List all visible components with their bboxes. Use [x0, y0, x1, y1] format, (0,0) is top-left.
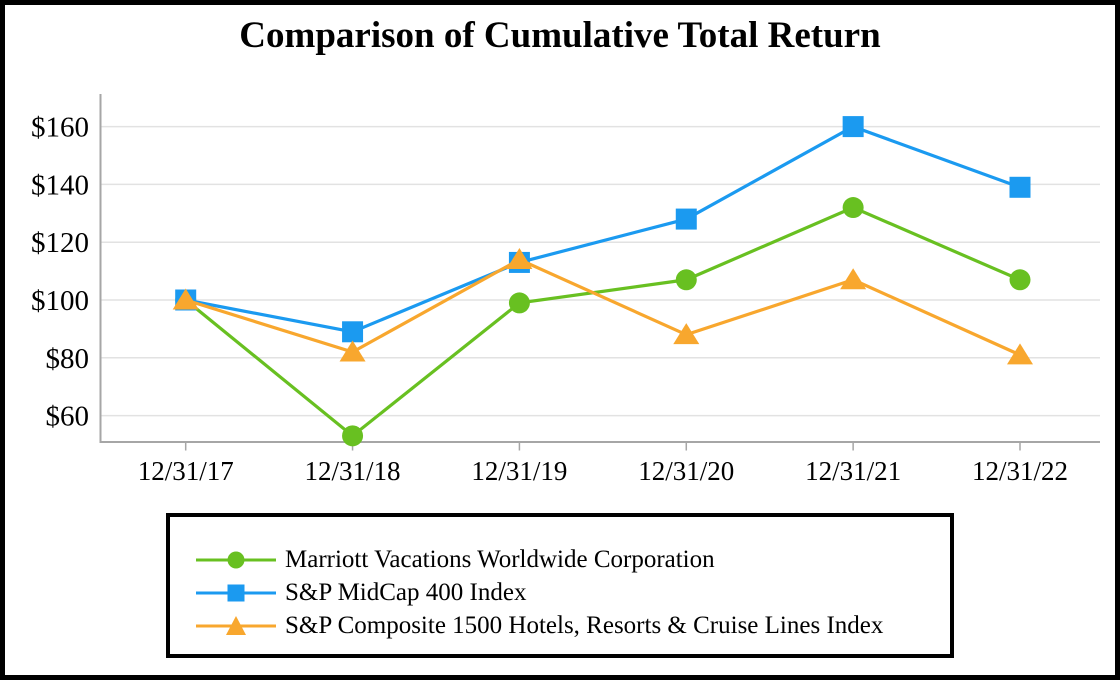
chart-title: Comparison of Cumulative Total Return — [239, 15, 881, 56]
y-tick-label: $60 — [46, 401, 90, 433]
x-tick-label: 12/31/22 — [972, 456, 1068, 486]
data-point-marker — [506, 248, 533, 270]
x-tick-label: 12/31/20 — [638, 456, 734, 486]
series-line — [185, 257, 1021, 357]
data-point-marker — [1009, 269, 1031, 291]
data-point-marker — [675, 269, 697, 291]
chart-legend: Marriott Vacations Worldwide Corporation… — [166, 513, 954, 658]
legend-label: S&P Composite 1500 Hotels, Resorts & Cru… — [285, 611, 884, 639]
x-tick-label: 12/31/19 — [471, 456, 567, 486]
y-tick-label: $140 — [31, 169, 89, 201]
x-tick-label: 12/31/17 — [138, 456, 234, 486]
data-point-marker — [342, 425, 364, 447]
legend-marker-triangle-icon — [196, 615, 276, 635]
y-tick-label: $160 — [31, 112, 89, 144]
data-point-marker — [1009, 176, 1031, 198]
data-point-marker — [840, 268, 867, 290]
legend-label: S&P MidCap 400 Index — [285, 578, 527, 606]
x-tick-label: 12/31/21 — [805, 456, 901, 486]
legend-item: S&P MidCap 400 Index — [196, 576, 950, 609]
data-point-marker — [675, 208, 697, 230]
data-point-marker — [842, 116, 864, 138]
legend-marker-circle-icon — [196, 551, 276, 568]
data-point-marker — [172, 288, 199, 310]
legend-item: Marriott Vacations Worldwide Corporation — [196, 543, 950, 576]
data-point-marker — [1007, 343, 1033, 365]
data-point-marker — [842, 197, 864, 219]
data-point-marker — [339, 340, 366, 362]
data-point-marker — [508, 292, 530, 314]
y-tick-label: $100 — [31, 285, 89, 317]
y-tick-label: $120 — [31, 227, 89, 259]
series-line — [184, 205, 1021, 438]
legend-marker-square-icon — [196, 584, 276, 601]
line-chart-plot-area: $160 $140 $120 $100 $80 $60 12/31/17 12/31/18 12… — [31, 94, 1100, 486]
series-line — [185, 124, 1021, 334]
data-point-marker — [342, 321, 364, 343]
legend-item: S&P Composite 1500 Hotels, Resorts & Cru… — [196, 609, 950, 642]
data-point-marker — [673, 323, 700, 345]
legend-label: Marriott Vacations Worldwide Corporation — [285, 545, 715, 573]
y-tick-label: $80 — [46, 343, 90, 375]
x-tick-label: 12/31/18 — [305, 456, 401, 486]
